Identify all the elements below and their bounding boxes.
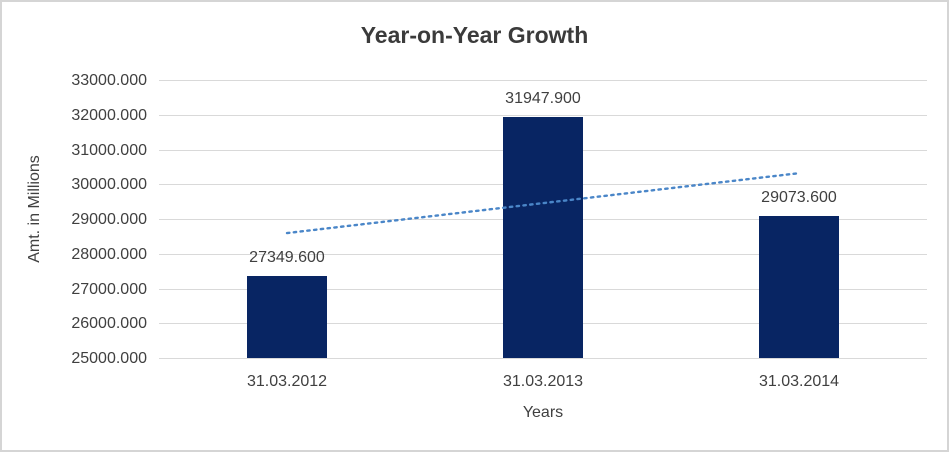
y-tick-label: 28000.000 [71, 246, 147, 263]
bar-data-label: 31947.900 [505, 89, 581, 107]
y-tick-label: 26000.000 [71, 315, 147, 332]
gridline [159, 358, 927, 359]
y-tick-label: 25000.000 [71, 350, 147, 367]
gridline [159, 115, 927, 116]
y-tick-label: 30000.000 [71, 176, 147, 193]
x-tick-label: 31.03.2014 [758, 373, 840, 390]
bar-31.03.2013 [503, 116, 583, 358]
bar-data-label: 27349.600 [249, 249, 325, 267]
x-tick-label: 31.03.2013 [502, 373, 584, 390]
chart-title: Year-on-Year Growth [360, 22, 589, 48]
y-tick-label: 27000.000 [71, 281, 147, 298]
gridline [159, 80, 927, 81]
bar-data-label: 29073.600 [761, 189, 837, 207]
x-axis-title: Years [522, 404, 564, 421]
y-tick-label: 29000.000 [71, 211, 147, 228]
y-tick-label: 32000.000 [71, 107, 147, 124]
bar-31.03.2012 [247, 276, 327, 358]
bar-31.03.2014 [759, 216, 839, 358]
y-tick-label: 33000.000 [71, 72, 147, 89]
y-tick-label: 31000.000 [71, 142, 147, 159]
x-tick-label: 31.03.2012 [246, 373, 328, 390]
